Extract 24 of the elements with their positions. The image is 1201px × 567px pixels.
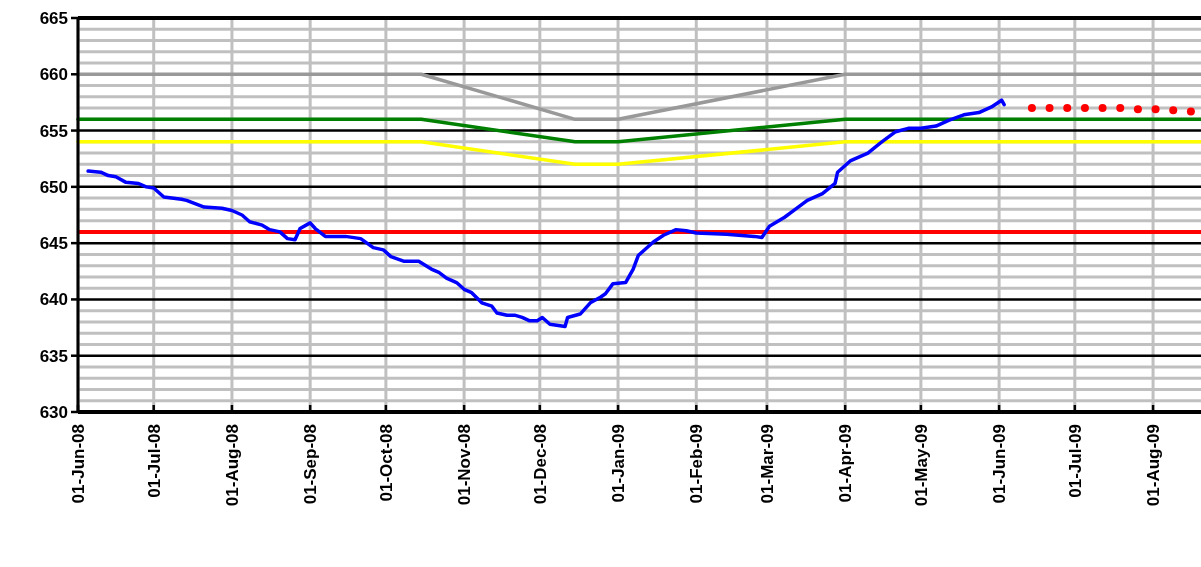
x-tick-label: 01-Dec-08 [530,424,550,505]
x-tick-label: 01-Jul-08 [144,424,164,498]
x-tick-label: 01-Nov-08 [455,424,475,506]
x-tick-label: 01-Jun-09 [990,424,1010,504]
x-tick-label: 01-Jun-08 [68,424,88,504]
y-tick-label: 635 [39,346,68,366]
y-tick-label: 645 [39,234,68,254]
x-tick-label: 01-May-09 [911,424,931,507]
x-tick-label: 01-Mar-09 [757,424,777,504]
y-tick-label: 655 [39,121,68,141]
x-tick-label: 01-Sep-08 [301,424,321,505]
y-tick-label: 650 [39,177,68,197]
y-tick-label: 630 [39,402,68,422]
x-tick-label: 01-Aug-08 [222,424,242,507]
y-tick-label: 640 [39,290,68,310]
x-tick-label: 01-Oct-08 [376,424,396,502]
x-tick-label: 01-Jan-09 [609,424,628,503]
line-series [86,98,1006,329]
x-tick-label: 01-Aug-09 [1144,424,1163,507]
x-tick-label: 01-Apr-09 [836,424,856,503]
y-tick-label: 660 [39,65,68,85]
x-tick-label: 01-Feb-09 [687,424,707,504]
x-tick-label: 01-Jul-09 [1065,424,1085,498]
y-tick-label: 665 [39,8,68,28]
